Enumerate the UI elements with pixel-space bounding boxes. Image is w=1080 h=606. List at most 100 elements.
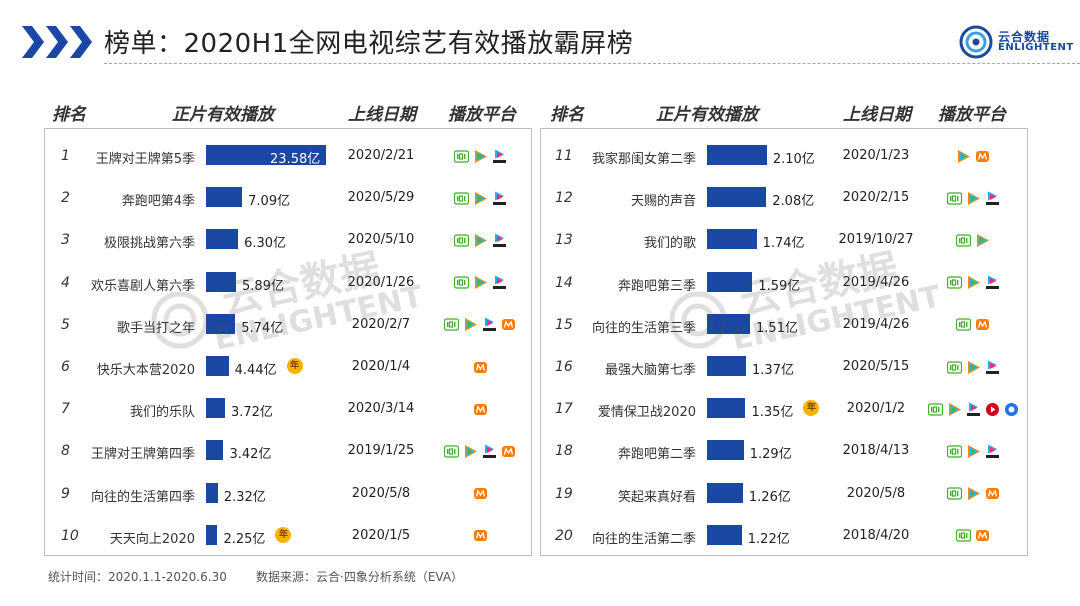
show-name: 欢乐喜剧人第六季	[90, 278, 195, 294]
tencent-video-icon	[463, 317, 478, 332]
release-date: 2019/1/25	[347, 443, 415, 459]
platform-list	[954, 315, 992, 335]
release-date: 2018/4/20	[842, 527, 910, 543]
plays-value: 1.35亿	[751, 405, 794, 421]
platform-list	[945, 441, 1002, 461]
iqiyi-icon	[927, 402, 943, 417]
plays-bar	[206, 145, 327, 165]
mango-tv-icon	[501, 317, 516, 332]
show-name: 极限挑战第六季	[103, 236, 195, 252]
table-row: 14 奔跑吧第三季 1.59亿 2019/4/26	[541, 263, 1027, 305]
footer-source: 数据来源：云合·四象分析系统（EVA）	[256, 570, 464, 584]
rank-number: 9	[61, 485, 70, 502]
platform-list	[452, 146, 509, 166]
mango-tv-icon	[501, 444, 516, 459]
show-name: 天赐的声音	[630, 194, 696, 210]
rank-number: 7	[61, 401, 70, 418]
table-row: 16 最强大脑第七季 1.37亿 2020/5/15	[541, 347, 1027, 389]
page-title: 榜单：2020H1全网电视综艺有效播放霸屏榜	[104, 29, 634, 59]
tencent-video-icon	[966, 360, 981, 375]
annual-badge: 年	[286, 358, 303, 374]
table-row: 2 奔跑吧第4季 7.09亿 2020/5/29	[45, 178, 531, 220]
rank-number: 11	[555, 148, 573, 164]
plays-value: 1.51亿	[756, 320, 798, 336]
mango-tv-icon	[473, 360, 488, 375]
rank-number: 14	[555, 274, 573, 291]
tencent-video-icon	[473, 191, 488, 206]
plays-value: 1.29亿	[749, 447, 792, 463]
release-date: 2020/5/10	[347, 232, 415, 248]
plays-value: 2.25亿	[223, 531, 266, 547]
plays-bar	[206, 187, 243, 208]
release-date: 2020/2/7	[351, 316, 411, 332]
tencent-video-icon	[975, 233, 990, 248]
plays-value: 7.09亿	[248, 194, 291, 210]
video-icon	[985, 402, 1000, 417]
table-row: 7 我们的乐队 3.72亿 2020/3/14	[45, 389, 531, 431]
youku-icon	[482, 317, 497, 332]
plays-value: 2.10亿	[772, 152, 815, 167]
plays-bar	[707, 482, 743, 503]
rank-number: 3	[61, 232, 70, 249]
ranking-table-right: 11 我家那闺女第二季 2.10亿 2020/1/23 12 天赐的声音 2.08亿 2020…	[540, 128, 1028, 556]
plays-value: 3.72亿	[230, 405, 273, 421]
platform-list	[945, 357, 1002, 377]
iqiyi-icon	[453, 191, 469, 206]
rank-number: 2	[61, 190, 70, 207]
logo-text-cn: 云合数据	[998, 30, 1051, 44]
plays-value: 5.89亿	[242, 278, 284, 294]
iqiyi-icon	[946, 275, 962, 290]
plays-bar	[206, 398, 225, 419]
plays-bar	[707, 398, 746, 419]
table-row: 15 向往的生活第三季 1.51亿 2019/4/26	[541, 305, 1027, 347]
plays-value: 2.08亿	[772, 194, 815, 210]
table-row: 9 向往的生活第四季 2.32亿 2020/5/8	[45, 474, 531, 516]
brand-logo: 云合数据 ENLIGHTENT	[958, 22, 1078, 62]
rank-number: 12	[555, 190, 573, 207]
rank-number: 5	[61, 316, 70, 333]
table-row: 1 王牌对王牌第5季 23.58亿 2020/2/21	[45, 136, 531, 178]
plays-bar	[206, 229, 239, 250]
release-date: 2020/5/8	[846, 485, 906, 501]
plays-value: 2.32亿	[223, 489, 266, 505]
mango-tv-icon	[975, 149, 990, 164]
table-row: 8 王牌对王牌第四季 3.42亿 2019/1/25	[45, 431, 531, 473]
iqiyi-icon	[955, 233, 972, 248]
platform-list	[954, 526, 992, 546]
pptv-icon	[1004, 402, 1019, 417]
plays-bar	[707, 440, 744, 461]
rank-number: 17	[555, 401, 573, 418]
platform-list	[945, 484, 1002, 504]
release-date: 2020/5/15	[842, 359, 910, 374]
chevron-right-icon	[22, 26, 92, 58]
column-header-date: 上线日期	[348, 105, 416, 125]
platform-list	[471, 357, 490, 377]
plays-bar	[707, 187, 767, 208]
plays-value: 1.37亿	[752, 363, 794, 378]
rank-number: 16	[555, 359, 573, 375]
mango-tv-icon	[473, 528, 488, 543]
table-row: 13 我们的歌 1.74亿 2019/10/27	[541, 220, 1027, 262]
header: 榜单：2020H1全网电视综艺有效播放霸屏榜 云合数据 ENLIGHTENT	[0, 0, 1080, 64]
plays-bar	[707, 313, 751, 334]
release-date: 2020/1/5	[351, 527, 411, 543]
tencent-video-icon	[966, 444, 981, 459]
show-name: 王牌对王牌第5季	[95, 152, 195, 167]
column-header-date: 上线日期	[843, 105, 911, 125]
platform-list	[452, 188, 509, 208]
release-date: 2019/4/26	[842, 316, 910, 332]
platform-list	[954, 230, 992, 250]
show-name: 奔跑吧第三季	[617, 278, 696, 294]
plays-bar	[206, 524, 218, 545]
rank-number: 13	[555, 232, 573, 249]
rank-number: 4	[61, 274, 70, 291]
tencent-video-icon	[473, 275, 488, 290]
platform-list	[471, 526, 490, 546]
mango-tv-icon	[985, 486, 1000, 501]
show-name: 奔跑吧第二季	[617, 447, 696, 463]
release-date: 2019/4/26	[842, 274, 910, 290]
table-row: 20 向往的生活第二季 1.22亿 2018/4/20	[541, 516, 1027, 558]
youku-icon	[492, 191, 507, 206]
tencent-video-icon	[966, 275, 981, 290]
rank-number: 6	[61, 359, 70, 375]
